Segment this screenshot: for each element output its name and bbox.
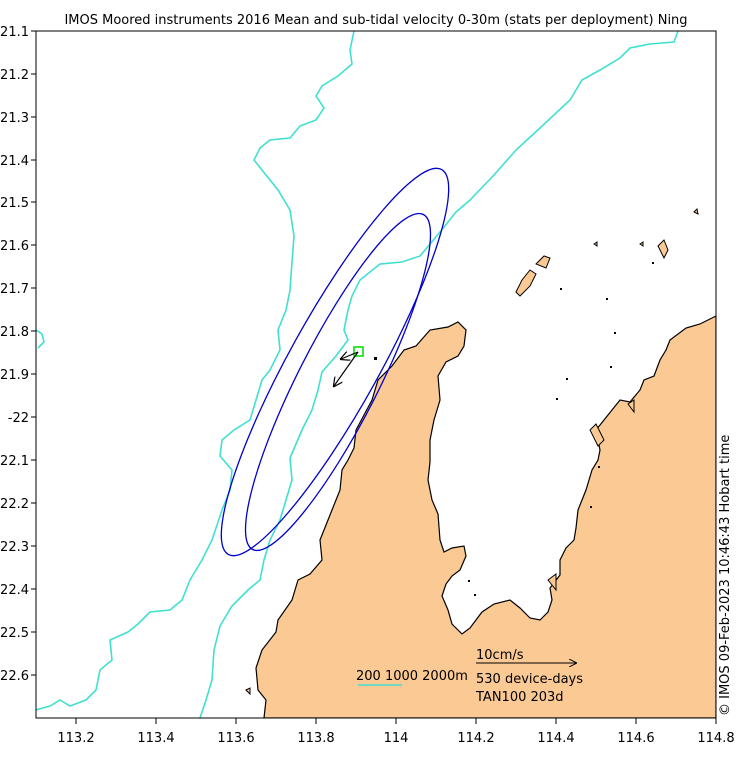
y-tick-label: 22.3 [0,540,29,555]
x-tick-label: 114.8 [697,731,734,746]
y-tick-label: 22.6 [0,669,29,684]
y-tick-label: 22.2 [0,497,29,512]
x-tick-label: 114 [384,731,409,746]
variance-ellipse-subtidal [244,212,432,552]
island [589,423,605,447]
subtidal-velocity-vector [334,351,359,386]
x-axis: 113.2 113.4 113.6 113.8 114 114.2 114.4 … [57,718,735,746]
y-axis: 21.1 21.2 21.3 21.4 21.5 21.6 21.7 21.8 … [0,25,36,684]
island [639,241,644,247]
copyright-timestamp: © IMOS 09-Feb-2023 10:46:43 Hobart time [718,435,733,716]
y-tick-label: 22.4 [0,583,29,598]
legend-depth-label: 200 1000 2000m [356,669,468,684]
variance-ellipse-mean [220,167,450,557]
y-tick-label: 21.7 [0,282,29,297]
y-tick-label: 21.5 [0,196,29,211]
island [657,239,669,260]
isobath-1000m [36,31,355,711]
x-tick-label: 114.6 [617,731,654,746]
island [547,573,557,592]
y-tick-label: 21.3 [0,111,29,126]
legend-station: TAN100 203d [475,690,564,705]
y-tick-label: 21.2 [0,68,29,83]
legend-device-days: 530 device-days [476,672,583,687]
legend: 10cm/s 200 1000 2000m 530 device-days TA… [356,648,583,705]
island [535,255,551,269]
y-tick-label: -22 [8,411,29,426]
figure-title: IMOS Moored instruments 2016 Mean and su… [64,13,687,28]
y-tick-label: 22.1 [0,454,29,469]
x-tick-label: 114.4 [537,731,574,746]
y-tick-label: 21.1 [0,25,29,40]
island [245,687,251,696]
x-tick-label: 113.2 [57,731,94,746]
island [627,399,635,414]
y-tick-label: 21.6 [0,239,29,254]
island [593,241,598,247]
y-tick-label: 22.5 [0,626,29,641]
legend-scale-label: 10cm/s [476,648,524,663]
island [693,207,699,215]
y-tick-label: 21.9 [0,368,29,383]
island [515,269,537,297]
isobath-200m [199,31,679,718]
mean-velocity-vector [341,352,359,359]
x-tick-label: 113.4 [137,731,174,746]
y-tick-label: 21.4 [0,154,29,169]
land-mass [255,315,716,718]
x-tick-label: 114.2 [457,731,494,746]
y-tick-label: 21.8 [0,325,29,340]
x-tick-label: 113.8 [297,731,334,746]
x-tick-label: 113.6 [217,731,254,746]
isobath-2000m [36,329,45,349]
mooring-marker[interactable] [353,346,364,357]
